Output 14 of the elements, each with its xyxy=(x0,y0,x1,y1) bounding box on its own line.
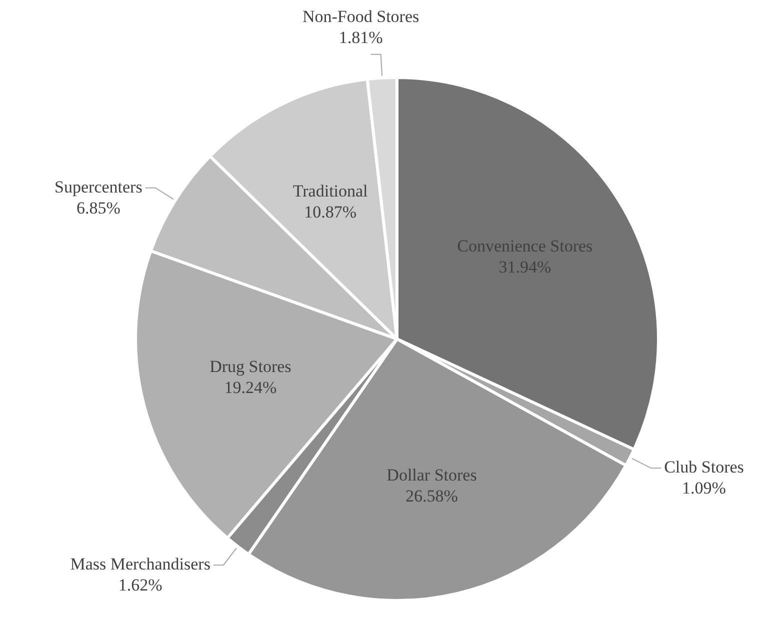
slice-label: Supercenters xyxy=(54,177,142,196)
slice-label: Drug Stores xyxy=(210,357,292,376)
data-label: 10.87% xyxy=(304,202,357,222)
data-label: 1.09% xyxy=(682,478,726,498)
slice-label: Dollar Stores xyxy=(386,466,477,485)
slice-label: Club Stores xyxy=(664,458,744,477)
data-label: 19.24% xyxy=(224,378,277,398)
data-label: 1.62% xyxy=(118,576,162,595)
data-label: 1.81% xyxy=(338,28,383,47)
slice-label: Traditional xyxy=(292,182,368,201)
slice-label: Non-Food Stores xyxy=(302,6,420,26)
data-label: 26.58% xyxy=(406,486,458,506)
slice-label: Mass Merchandisers xyxy=(70,554,210,574)
data-label: 6.85% xyxy=(76,198,120,218)
